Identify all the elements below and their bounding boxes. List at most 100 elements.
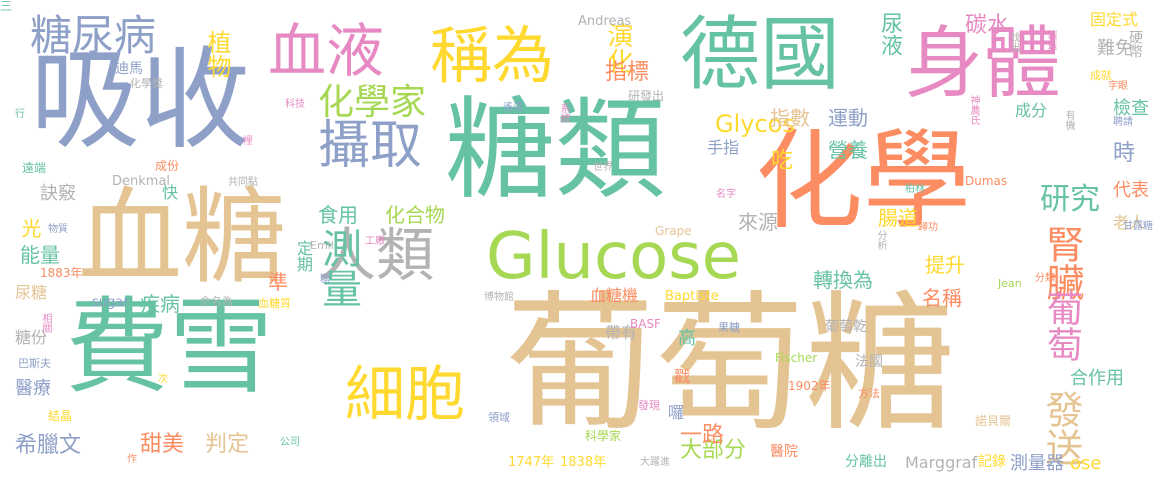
word-74: sugar [92, 295, 129, 310]
word-14: 細胞 [345, 360, 465, 430]
word-43: 腸道 [878, 206, 918, 230]
word-85: 1838年 [560, 455, 607, 470]
word-114: 名字 [716, 189, 736, 200]
word-66: 戳 [671, 368, 690, 384]
word-3: 化學 [755, 119, 972, 244]
word-86: 1902年 [788, 379, 831, 393]
word-17: 發送 [1039, 390, 1083, 466]
word-57: 合作用 [1070, 368, 1124, 389]
word-81: BASF [630, 317, 661, 331]
word-50: 醫療 [15, 378, 51, 399]
word-20: 研究 [1040, 182, 1100, 217]
word-13: 測量 [315, 228, 361, 308]
word-120: 製造 [1045, 30, 1056, 50]
word-133: 作 [127, 454, 137, 465]
word-107: 科技 [285, 99, 305, 110]
word-82: Marggraf [905, 453, 978, 472]
word-78: Emil [310, 239, 334, 252]
word-39: 代表 [1113, 180, 1149, 201]
word-105: 成份 [155, 159, 180, 173]
word-22: 演化 [603, 22, 633, 74]
word-34: 運動 [828, 106, 868, 130]
word-126: 柏林 [905, 184, 925, 195]
word-45: 快 [162, 183, 179, 202]
word-91: 醫院 [770, 444, 798, 460]
word-67: 囉 [668, 403, 685, 422]
word-44: 訣竅 [40, 183, 76, 204]
word-132: 次 [158, 374, 168, 385]
word-42: 來源 [738, 210, 778, 234]
word-64: 準 [268, 270, 288, 294]
word-28: 硬幣 [1127, 30, 1143, 58]
word-106: 裡 [240, 135, 251, 145]
word-11: 稱為 [430, 19, 555, 92]
word-71: 法國 [855, 354, 883, 370]
word-24: 尿液 [877, 12, 902, 56]
word-87: 1883年 [40, 266, 83, 280]
word-93: 科學家 [585, 429, 622, 443]
word-134: 三 [0, 0, 13, 13]
word-111: 糖 [320, 274, 330, 285]
word-88: 測量器 [1010, 453, 1064, 474]
word-97: 領域 [488, 411, 510, 424]
word-60: 名稱 [922, 286, 962, 310]
word-104: 行 [15, 109, 25, 120]
word-101: 相關 [40, 313, 51, 333]
word-56: ose [1070, 453, 1102, 474]
word-54: 大部分 [680, 438, 747, 463]
word-4: 吸收 [30, 36, 250, 164]
word-47: 能量 [20, 243, 60, 267]
word-76: Dumas [965, 174, 1008, 188]
word-69: 血糖機 [590, 286, 639, 305]
word-31: 化學獎 [130, 77, 163, 90]
word-90: 分離出 [845, 454, 887, 470]
word-21: 植物 [203, 30, 231, 78]
word-79: Jean [998, 277, 1022, 290]
word-92: 大躍進 [640, 457, 670, 468]
word-100: 巴斯夫 [18, 357, 51, 370]
word-7: 德國 [680, 8, 840, 101]
word-63: 定期 [294, 240, 313, 272]
word-15: 糖尿病 [30, 11, 157, 60]
word-116: 遙遠 [503, 102, 523, 113]
word-59: 轉換為 [813, 268, 873, 292]
word-36: 時 [1113, 141, 1136, 166]
word-41: 化合物 [385, 203, 445, 227]
word-95: 方法 [858, 387, 880, 400]
word-6: 身體 [905, 19, 1062, 109]
word-9: 人類 [318, 221, 435, 289]
word-48: 尿糖 [15, 283, 48, 302]
word-94: 諾貝爾 [975, 414, 1012, 428]
word-96: 發現 [638, 399, 660, 412]
word-38: 手指 [707, 138, 740, 157]
word-16: 化學家 [318, 82, 427, 123]
word-53: 判定 [205, 432, 250, 457]
word-58: 老人 [1113, 213, 1146, 232]
word-40: 食用 [318, 203, 358, 227]
word-119: 找出 [1008, 32, 1019, 52]
word-83: Denkmal [112, 174, 171, 189]
word-0: 葡萄糖 [505, 278, 956, 452]
word-122: 字眼 [1108, 81, 1128, 92]
word-61: 提升 [925, 253, 965, 277]
word-46: 光 [18, 218, 42, 238]
word-10: 血液 [268, 17, 385, 85]
word-84: 1747年 [508, 455, 555, 470]
word-89: 記錄 [978, 454, 1006, 470]
word-35: 營養 [828, 138, 868, 162]
word-2: 費雪 [65, 286, 274, 408]
word-27: 難免 [1097, 38, 1133, 59]
word-51: 希臘文 [15, 433, 82, 458]
word-115: 世界 [593, 162, 613, 173]
word-127: 分析 [875, 230, 886, 250]
word-12: 攝取 [318, 116, 423, 176]
word-25: 碳水 [965, 13, 1010, 38]
word-131: 果糖 [718, 321, 740, 334]
word-102: 物質 [48, 224, 68, 235]
word-129: 甘露糖 [1123, 221, 1153, 232]
word-108: 共同點 [228, 177, 258, 188]
word-121: 成就 [1090, 69, 1112, 82]
word-118: 研發出 [628, 89, 665, 103]
word-112: 博物館 [484, 292, 514, 303]
word-128: 歸功 [918, 222, 938, 233]
